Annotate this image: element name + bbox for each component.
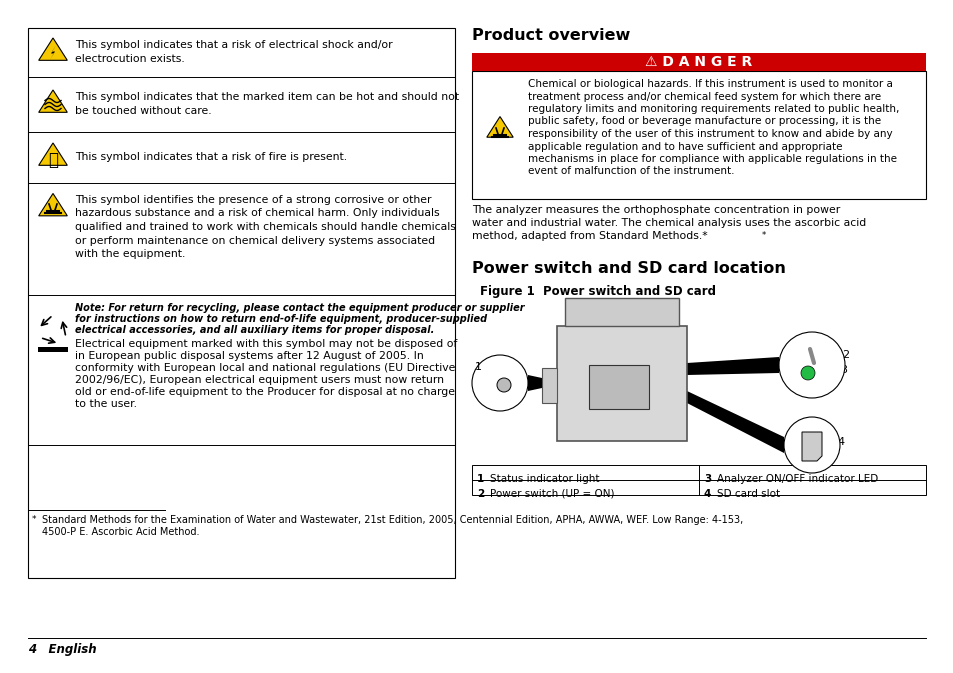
Circle shape	[497, 378, 511, 392]
Text: 2: 2	[476, 489, 484, 499]
Text: Chemical or biological hazards. If this instrument is used to monitor a: Chemical or biological hazards. If this …	[527, 79, 892, 89]
Polygon shape	[39, 90, 68, 112]
Text: in European public disposal systems after 12 August of 2005. In: in European public disposal systems afte…	[75, 351, 423, 361]
Text: applicable regulation and to have sufficient and appropriate: applicable regulation and to have suffic…	[527, 141, 841, 151]
Text: Status indicator light: Status indicator light	[490, 474, 598, 484]
Text: 4: 4	[836, 437, 843, 447]
Polygon shape	[801, 432, 821, 461]
Polygon shape	[39, 38, 68, 61]
Text: electrocution exists.: electrocution exists.	[75, 53, 185, 63]
Polygon shape	[686, 357, 779, 375]
Text: public safety, food or beverage manufacture or processing, it is the: public safety, food or beverage manufact…	[527, 116, 881, 127]
Text: 1: 1	[476, 474, 484, 484]
Text: with the equipment.: with the equipment.	[75, 249, 185, 259]
Text: *: *	[32, 515, 36, 524]
Text: 4500-P E. Ascorbic Acid Method.: 4500-P E. Ascorbic Acid Method.	[42, 527, 199, 537]
Text: regulatory limits and monitoring requirements related to public health,: regulatory limits and monitoring require…	[527, 104, 899, 114]
FancyBboxPatch shape	[28, 28, 455, 578]
Text: 4   English: 4 English	[28, 643, 96, 656]
Polygon shape	[686, 391, 783, 453]
Text: The analyzer measures the orthophosphate concentration in power: The analyzer measures the orthophosphate…	[472, 205, 840, 215]
FancyBboxPatch shape	[472, 53, 925, 71]
FancyBboxPatch shape	[472, 71, 925, 199]
Circle shape	[472, 355, 527, 411]
Text: for instructions on how to return end-of-life equipment, producer-supplied: for instructions on how to return end-of…	[75, 314, 487, 324]
Text: mechanisms in place for compliance with applicable regulations in the: mechanisms in place for compliance with …	[527, 154, 896, 164]
Text: This symbol indicates that a risk of fire is present.: This symbol indicates that a risk of fir…	[75, 153, 347, 162]
Text: 3: 3	[840, 365, 846, 375]
Text: Standard Methods for the Examination of Water and Wastewater, 21st Edition, 2005: Standard Methods for the Examination of …	[42, 515, 742, 525]
Text: electrical accessories, and all auxiliary items for proper disposal.: electrical accessories, and all auxiliar…	[75, 325, 434, 335]
Polygon shape	[527, 375, 541, 391]
Text: Power switch and SD card location: Power switch and SD card location	[472, 261, 785, 276]
Text: event of malfunction of the instrument.: event of malfunction of the instrument.	[527, 166, 734, 176]
Text: Figure 1  Power switch and SD card: Figure 1 Power switch and SD card	[479, 285, 716, 298]
Text: water and industrial water. The chemical analysis uses the ascorbic acid: water and industrial water. The chemical…	[472, 218, 865, 228]
Text: method, adapted from Standard Methods.*: method, adapted from Standard Methods.*	[472, 231, 707, 241]
FancyBboxPatch shape	[588, 365, 648, 409]
FancyBboxPatch shape	[564, 297, 679, 326]
Text: be touched without care.: be touched without care.	[75, 106, 212, 116]
Text: 🔥: 🔥	[48, 151, 58, 168]
Text: Power switch (UP = ON): Power switch (UP = ON)	[490, 489, 614, 499]
Text: ⚠ D A N G E R: ⚠ D A N G E R	[644, 55, 752, 69]
FancyBboxPatch shape	[541, 368, 557, 403]
Text: hazardous substance and a risk of chemical harm. Only individuals: hazardous substance and a risk of chemic…	[75, 209, 439, 219]
Polygon shape	[39, 143, 68, 166]
Circle shape	[779, 332, 844, 398]
Text: Analyzer ON/OFF indicator LED: Analyzer ON/OFF indicator LED	[717, 474, 878, 484]
Polygon shape	[50, 46, 56, 59]
Text: conformity with European local and national regulations (EU Directive: conformity with European local and natio…	[75, 363, 455, 373]
Text: Electrical equipment marked with this symbol may not be disposed of: Electrical equipment marked with this sy…	[75, 339, 456, 349]
Polygon shape	[39, 193, 68, 216]
Text: Note: For return for recycling, please contact the equipment producer or supplie: Note: For return for recycling, please c…	[75, 303, 524, 313]
Text: This symbol identifies the presence of a strong corrosive or other: This symbol identifies the presence of a…	[75, 195, 431, 205]
Circle shape	[801, 366, 814, 380]
Text: to the user.: to the user.	[75, 399, 137, 409]
Text: old or end-of-life equipment to the Producer for disposal at no charge: old or end-of-life equipment to the Prod…	[75, 387, 455, 397]
Text: or perform maintenance on chemical delivery systems associated: or perform maintenance on chemical deliv…	[75, 236, 435, 246]
Text: 1: 1	[474, 362, 481, 372]
Text: Product overview: Product overview	[472, 28, 630, 43]
FancyBboxPatch shape	[472, 465, 925, 495]
Text: responsibility of the user of this instrument to know and abide by any: responsibility of the user of this instr…	[527, 129, 892, 139]
Polygon shape	[486, 116, 513, 137]
Text: SD card slot: SD card slot	[717, 489, 780, 499]
Text: qualified and trained to work with chemicals should handle chemicals: qualified and trained to work with chemi…	[75, 222, 456, 232]
Text: 4: 4	[703, 489, 711, 499]
Text: *: *	[761, 231, 765, 240]
Text: 2: 2	[841, 350, 848, 360]
FancyBboxPatch shape	[557, 326, 686, 441]
Text: This symbol indicates that the marked item can be hot and should not: This symbol indicates that the marked it…	[75, 92, 458, 102]
Text: treatment process and/or chemical feed system for which there are: treatment process and/or chemical feed s…	[527, 92, 881, 102]
Text: This symbol indicates that a risk of electrical shock and/or: This symbol indicates that a risk of ele…	[75, 40, 393, 50]
Text: 3: 3	[703, 474, 711, 484]
FancyBboxPatch shape	[38, 347, 68, 352]
Circle shape	[783, 417, 840, 473]
Text: 2002/96/EC), European electrical equipment users must now return: 2002/96/EC), European electrical equipme…	[75, 375, 443, 385]
